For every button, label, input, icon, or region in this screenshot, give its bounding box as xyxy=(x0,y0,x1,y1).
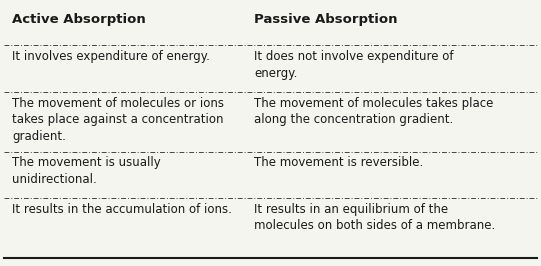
Text: The movement of molecules takes place
along the concentration gradient.: The movement of molecules takes place al… xyxy=(254,97,493,126)
Text: It results in the accumulation of ions.: It results in the accumulation of ions. xyxy=(12,203,232,216)
Text: It results in an equilibrium of the
molecules on both sides of a membrane.: It results in an equilibrium of the mole… xyxy=(254,203,496,232)
Text: It does not involve expenditure of
energy.: It does not involve expenditure of energ… xyxy=(254,50,454,80)
Text: The movement is reversible.: The movement is reversible. xyxy=(254,156,424,169)
Text: Passive Absorption: Passive Absorption xyxy=(254,13,398,26)
Text: It involves expenditure of energy.: It involves expenditure of energy. xyxy=(12,50,210,63)
Text: The movement of molecules or ions
takes place against a concentration
gradient.: The movement of molecules or ions takes … xyxy=(12,97,225,143)
Text: The movement is usually
unidirectional.: The movement is usually unidirectional. xyxy=(12,156,161,186)
Text: Active Absorption: Active Absorption xyxy=(12,13,146,26)
